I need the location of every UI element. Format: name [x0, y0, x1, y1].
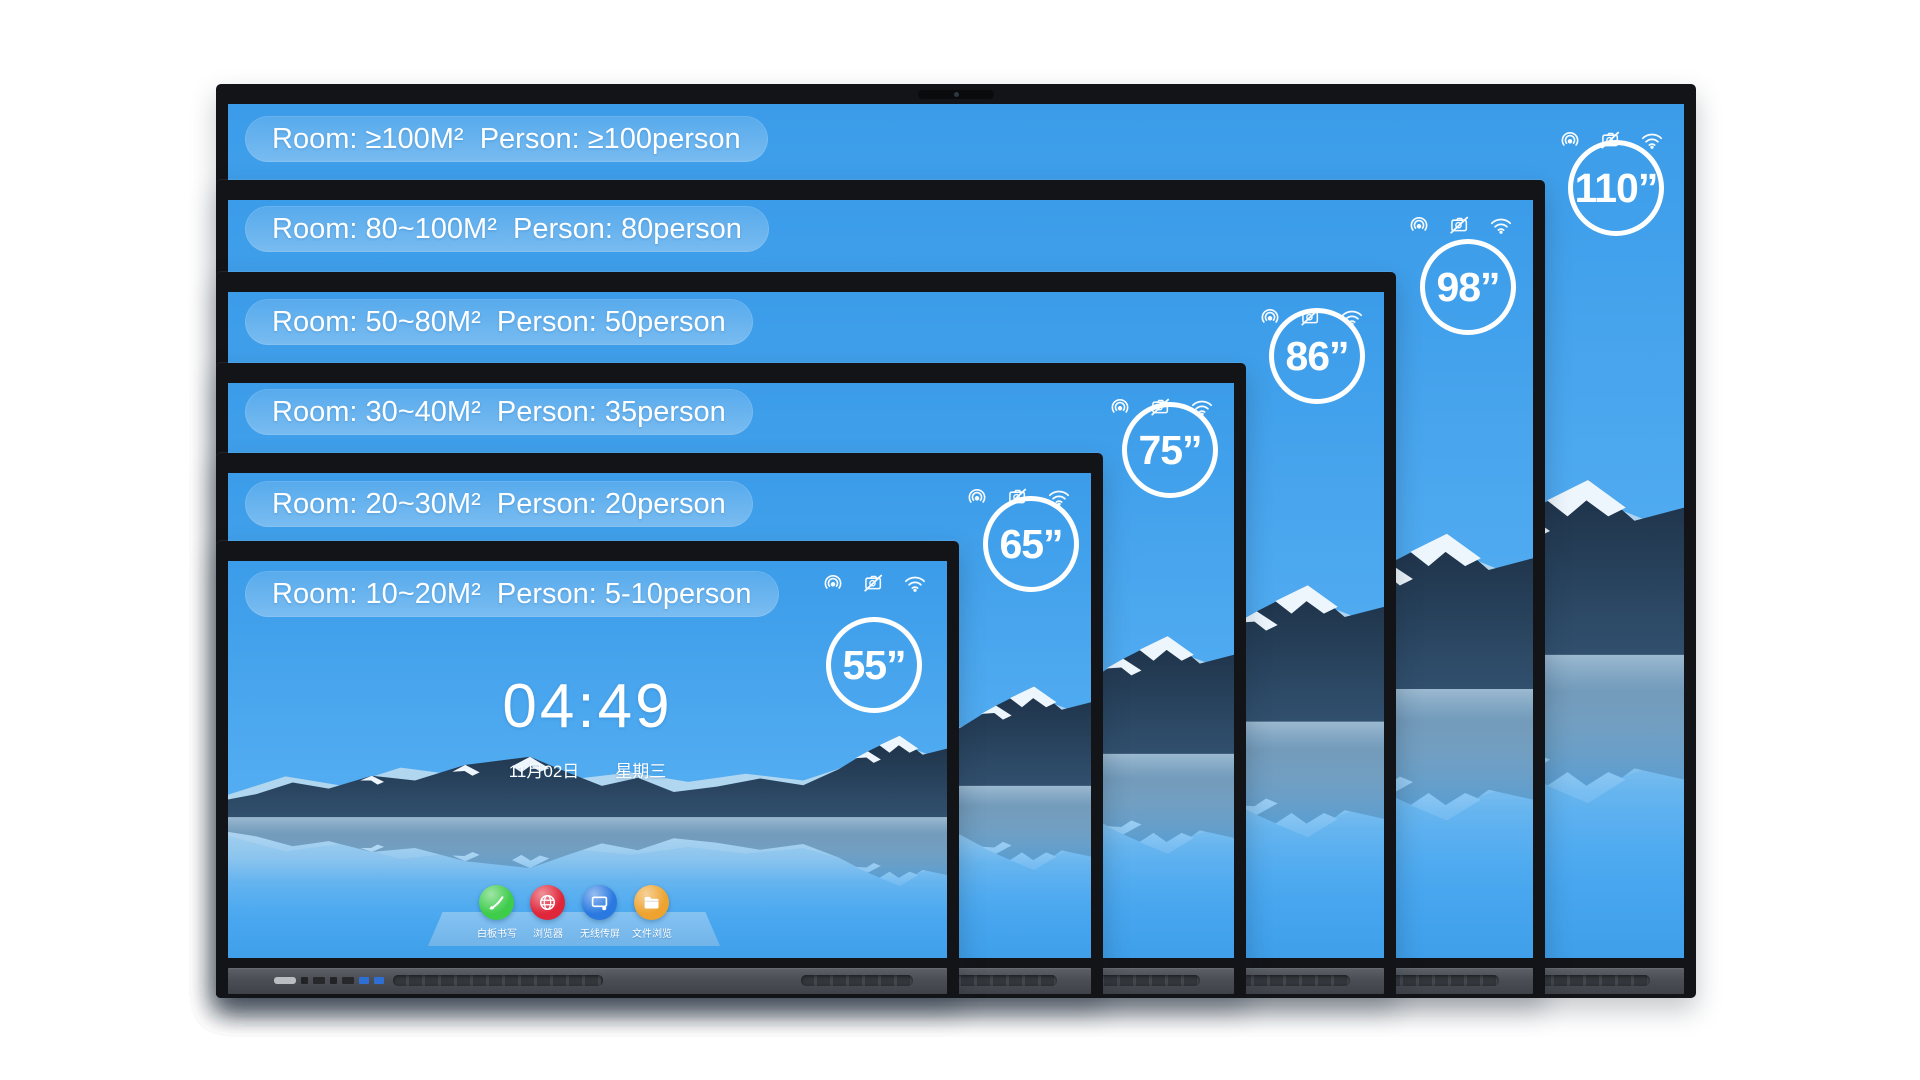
dock-app-browser[interactable]	[530, 885, 565, 920]
touch-point-icon	[821, 573, 845, 593]
dock-shelf	[428, 912, 720, 946]
room-spec-text: Room: 10~20M² Person: 5-10person	[272, 577, 752, 610]
port-connector	[301, 977, 308, 984]
dock-label-browser: 浏览器	[533, 929, 563, 940]
room-spec-pill-98: Room: 80~100M² Person: 80person	[245, 206, 769, 252]
display-panel-55: Room: 10~20M² Person: 5-10person 55” 04:…	[216, 541, 959, 998]
browser-globe-icon	[538, 893, 557, 912]
touch-point-icon	[965, 487, 989, 507]
folder-icon	[642, 893, 661, 912]
room-spec-text: Room: 30~40M² Person: 35person	[272, 395, 726, 428]
usb-port	[359, 977, 369, 984]
size-badge-text: 55”	[842, 641, 906, 688]
room-spec-text: Room: 80~100M² Person: 80person	[272, 212, 742, 245]
camera-off-icon	[862, 573, 886, 593]
wifi-icon	[903, 573, 927, 593]
lockscreen-dateline: 11月02日 星期三	[228, 757, 947, 782]
lockscreen-date: 11月02日	[508, 762, 580, 781]
usb-port	[374, 977, 384, 984]
bottom-bezel-55	[228, 968, 947, 994]
size-badge-65: 65”	[983, 496, 1079, 592]
camera-off-icon	[1448, 215, 1472, 235]
room-spec-pill-110: Room: ≥100M² Person: ≥100person	[245, 116, 768, 162]
touch-point-icon	[1407, 215, 1431, 235]
dock-app-file-browser[interactable]	[634, 885, 669, 920]
speaker-grille	[801, 975, 913, 986]
lockscreen-clock: 04:49	[502, 672, 673, 741]
screen-55: Room: 10~20M² Person: 5-10person 55” 04:…	[228, 561, 947, 958]
speaker-grille	[945, 975, 1057, 986]
room-spec-text: Room: ≥100M² Person: ≥100person	[272, 122, 741, 155]
size-badge-text: 110”	[1574, 164, 1659, 211]
touch-point-icon	[1108, 397, 1132, 417]
lockscreen-weekday: 星期三	[615, 762, 667, 781]
size-badge-98: 98”	[1420, 239, 1516, 335]
port-connector	[313, 977, 325, 984]
room-spec-pill-55: Room: 10~20M² Person: 5-10person	[245, 571, 779, 617]
dock-app-whiteboard[interactable]	[479, 885, 514, 920]
whiteboard-brush-icon	[487, 893, 506, 912]
room-spec-text: Room: 50~80M² Person: 50person	[272, 305, 726, 338]
room-spec-pill-86: Room: 50~80M² Person: 50person	[245, 299, 753, 345]
size-badge-text: 75”	[1138, 426, 1202, 473]
wireless-cast-icon	[590, 893, 609, 912]
size-badge-text: 65”	[999, 520, 1063, 567]
front-ports	[274, 977, 384, 984]
dock-label-screen-share: 无线传屏	[580, 929, 620, 940]
speaker-grille	[1238, 975, 1350, 986]
size-badge-86: 86”	[1269, 308, 1365, 404]
power-button[interactable]	[274, 977, 296, 984]
hdmi-port	[342, 977, 354, 984]
size-badge-55: 55”	[826, 617, 922, 713]
wifi-icon	[1640, 130, 1664, 150]
port-connector	[330, 977, 337, 984]
speaker-grille	[393, 975, 603, 986]
size-badge-110: 110”	[1568, 140, 1664, 236]
camera-module	[918, 90, 994, 99]
room-spec-pill-75: Room: 30~40M² Person: 35person	[245, 389, 753, 435]
touch-point-icon	[1558, 130, 1582, 150]
speaker-grille	[1387, 975, 1499, 986]
dock-label-file-browser: 文件浏览	[632, 929, 672, 940]
size-badge-75: 75”	[1122, 402, 1218, 498]
size-badge-text: 98”	[1436, 263, 1500, 310]
size-badge-text: 86”	[1285, 332, 1349, 379]
speaker-grille	[1088, 975, 1200, 986]
dock-app-screen-share[interactable]	[582, 885, 617, 920]
room-spec-text: Room: 20~30M² Person: 20person	[272, 487, 726, 520]
wifi-icon	[1489, 215, 1513, 235]
speaker-grille	[1538, 975, 1650, 986]
room-spec-pill-65: Room: 20~30M² Person: 20person	[245, 481, 753, 527]
touch-point-icon	[1258, 307, 1282, 327]
dock-label-whiteboard: 白板书写	[477, 929, 517, 940]
